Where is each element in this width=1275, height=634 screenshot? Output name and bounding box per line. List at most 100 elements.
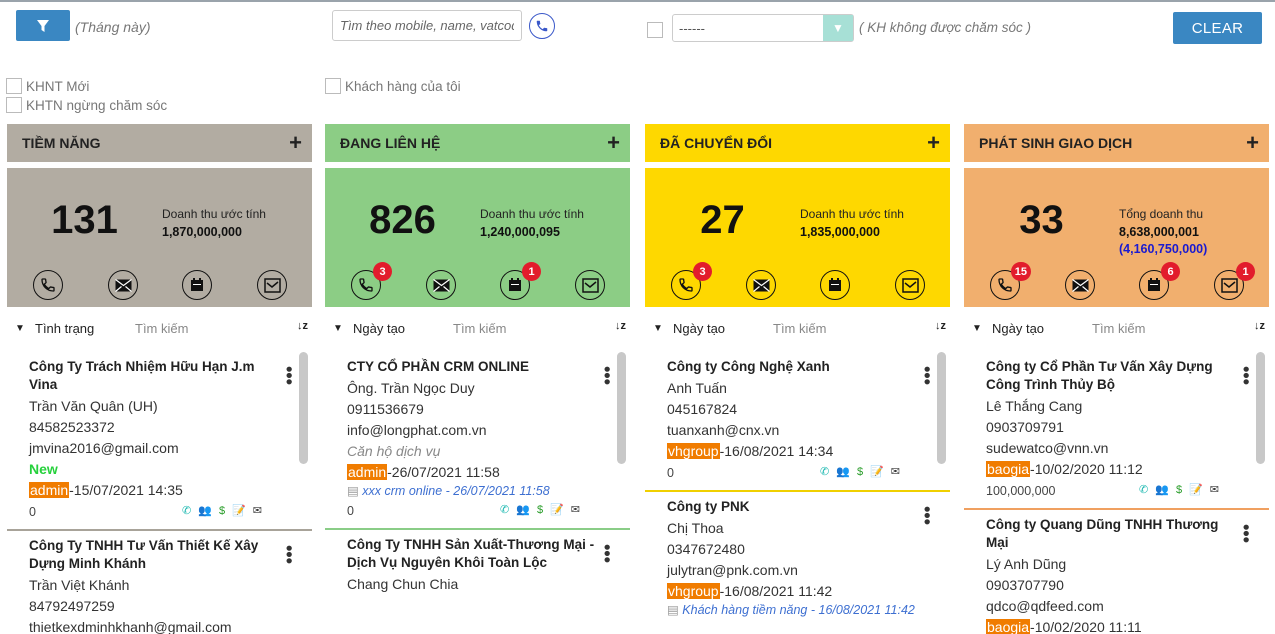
- edit-icon[interactable]: 📝: [232, 505, 246, 517]
- column-search[interactable]: Tìm kiếm: [1092, 321, 1146, 336]
- more-options-icon[interactable]: •••: [1236, 524, 1256, 543]
- sort-order-icon[interactable]: ↓z: [615, 320, 626, 332]
- more-options-icon[interactable]: •••: [597, 544, 617, 563]
- scrollbar[interactable]: [937, 352, 946, 464]
- more-options-icon[interactable]: •••: [597, 366, 617, 385]
- call-icon[interactable]: ✆: [1139, 484, 1149, 496]
- mail-icon[interactable]: [108, 270, 138, 300]
- sort-caret-icon[interactable]: ▼: [972, 323, 982, 334]
- customer-card[interactable]: Công ty Quang Dũng TNHH Thương Mại ••• Lý …: [964, 510, 1269, 634]
- checkbox[interactable]: [6, 97, 22, 113]
- sort-field[interactable]: Tình trạng: [35, 321, 95, 336]
- last-note[interactable]: ▤ xxx crm online - 26/07/2021 11:58: [347, 483, 604, 500]
- customer-card[interactable]: Công Ty Trách Nhiệm Hữu Hạn J.m Vina ••• T…: [7, 352, 312, 531]
- note-icon[interactable]: 1: [1214, 262, 1255, 300]
- sort-order-icon[interactable]: ↓z: [935, 320, 946, 332]
- filter-button[interactable]: [16, 10, 70, 41]
- money-icon[interactable]: $: [856, 466, 864, 478]
- edit-icon[interactable]: 📝: [550, 504, 564, 516]
- people-icon[interactable]: 👥: [1155, 484, 1169, 496]
- customer-name[interactable]: Công ty Cổ Phần Tư Vấn Xây Dựng Công Trì…: [986, 359, 1213, 392]
- note-icon[interactable]: [575, 270, 605, 300]
- customer-name[interactable]: CTY CỔ PHẦN CRM ONLINE: [347, 359, 530, 374]
- add-icon[interactable]: +: [289, 130, 302, 155]
- phone-icon[interactable]: 3: [351, 262, 392, 300]
- filter-new[interactable]: KHNT Mới: [6, 78, 89, 94]
- people-icon[interactable]: 👥: [198, 505, 212, 517]
- column-search[interactable]: Tìm kiếm: [135, 321, 189, 336]
- checkbox[interactable]: [325, 78, 341, 94]
- customer-name[interactable]: Công ty Quang Dũng TNHH Thương Mại: [986, 517, 1219, 550]
- money-icon[interactable]: $: [1175, 484, 1183, 496]
- envelope-icon[interactable]: ✉: [570, 504, 580, 516]
- sort-caret-icon[interactable]: ▼: [333, 323, 343, 334]
- add-icon[interactable]: +: [607, 130, 620, 155]
- people-icon[interactable]: 👥: [516, 504, 530, 516]
- envelope-icon[interactable]: ✉: [890, 466, 900, 478]
- scrollbar[interactable]: [299, 352, 308, 464]
- sort-caret-icon[interactable]: ▼: [653, 323, 663, 334]
- sort-field[interactable]: Ngày tạo: [992, 321, 1045, 336]
- edit-icon[interactable]: 📝: [1189, 484, 1203, 496]
- sort-caret-icon[interactable]: ▼: [15, 323, 25, 334]
- sort-field[interactable]: Ngày tạo: [353, 321, 406, 336]
- note-icon[interactable]: [257, 270, 287, 300]
- scrollbar[interactable]: [617, 352, 626, 464]
- sort-order-icon[interactable]: ↓z: [297, 320, 308, 332]
- not-cared-checkbox[interactable]: [647, 22, 663, 38]
- phone-icon[interactable]: 3: [671, 262, 712, 300]
- customer-name[interactable]: Công ty Công Nghệ Xanh: [667, 359, 830, 374]
- more-options-icon[interactable]: •••: [279, 366, 299, 385]
- last-note[interactable]: ▤ Khách hàng tiềm năng - 16/08/2021 11:4…: [667, 602, 924, 619]
- envelope-icon[interactable]: ✉: [252, 505, 262, 517]
- money-icon[interactable]: $: [536, 504, 544, 516]
- call-icon[interactable]: ✆: [182, 505, 192, 517]
- call-icon[interactable]: ✆: [500, 504, 510, 516]
- customer-name[interactable]: Công ty PNK: [667, 499, 750, 514]
- sort-field[interactable]: Ngày tạo: [673, 321, 726, 336]
- mail-icon[interactable]: [1065, 270, 1095, 300]
- customer-name[interactable]: Công Ty TNHH Sản Xuất-Thương Mại - Dịch …: [347, 537, 595, 570]
- customer-card[interactable]: Công ty Cổ Phần Tư Vấn Xây Dựng Công Trì…: [964, 352, 1269, 510]
- task-icon[interactable]: [820, 270, 850, 300]
- customer-card[interactable]: Công Ty TNHH Sản Xuất-Thương Mại - Dịch …: [325, 530, 630, 601]
- more-options-icon[interactable]: •••: [917, 366, 937, 385]
- people-icon[interactable]: 👥: [836, 466, 850, 478]
- call-icon[interactable]: ✆: [820, 466, 830, 478]
- checkbox[interactable]: [6, 78, 22, 94]
- scrollbar[interactable]: [1256, 352, 1265, 464]
- envelope-icon[interactable]: ✉: [1209, 484, 1219, 496]
- customer-card[interactable]: Công ty Công Nghệ Xanh ••• Anh Tuấn 0451678…: [645, 352, 950, 492]
- mail-icon[interactable]: [426, 270, 456, 300]
- add-icon[interactable]: +: [927, 130, 940, 155]
- customer-card[interactable]: Công Ty TNHH Tư Vấn Thiết Kế Xây Dựng Mi…: [7, 531, 312, 634]
- status-select[interactable]: ------ ▼: [672, 14, 854, 42]
- edit-icon[interactable]: 📝: [870, 466, 884, 478]
- column-search[interactable]: Tìm kiếm: [773, 321, 827, 336]
- clear-button[interactable]: CLEAR: [1173, 12, 1262, 44]
- customer-name[interactable]: Công Ty Trách Nhiệm Hữu Hạn J.m Vina: [29, 359, 255, 392]
- filter-mine[interactable]: Khách hàng của tôi: [325, 78, 461, 94]
- customer-name[interactable]: Công Ty TNHH Tư Vấn Thiết Kế Xây Dựng Mi…: [29, 538, 259, 571]
- note-icon[interactable]: [895, 270, 925, 300]
- filter-stopped[interactable]: KHTN ngừng chăm sóc: [6, 97, 167, 113]
- phone-icon[interactable]: [33, 270, 63, 300]
- more-options-icon[interactable]: •••: [1236, 366, 1256, 385]
- more-options-icon[interactable]: •••: [917, 506, 937, 525]
- phone-icon[interactable]: 15: [990, 262, 1031, 300]
- revenue-value: 1,835,000,000: [800, 225, 880, 239]
- mail-icon[interactable]: [746, 270, 776, 300]
- more-options-icon[interactable]: •••: [279, 545, 299, 564]
- call-search-button[interactable]: [529, 13, 555, 39]
- task-icon[interactable]: 1: [500, 262, 541, 300]
- search-input[interactable]: [332, 10, 522, 41]
- money-icon[interactable]: $: [218, 505, 226, 517]
- owner-tag: vhgroup: [667, 583, 720, 599]
- sort-order-icon[interactable]: ↓z: [1254, 320, 1265, 332]
- task-icon[interactable]: 6: [1139, 262, 1180, 300]
- customer-card[interactable]: CTY CỔ PHẦN CRM ONLINE ••• Ông. Trần Ngọc …: [325, 352, 630, 530]
- add-icon[interactable]: +: [1246, 130, 1259, 155]
- task-icon[interactable]: [182, 270, 212, 300]
- customer-card[interactable]: Công ty PNK ••• Chị Thoa 0347672480 julytran…: [645, 492, 950, 625]
- column-search[interactable]: Tìm kiếm: [453, 321, 507, 336]
